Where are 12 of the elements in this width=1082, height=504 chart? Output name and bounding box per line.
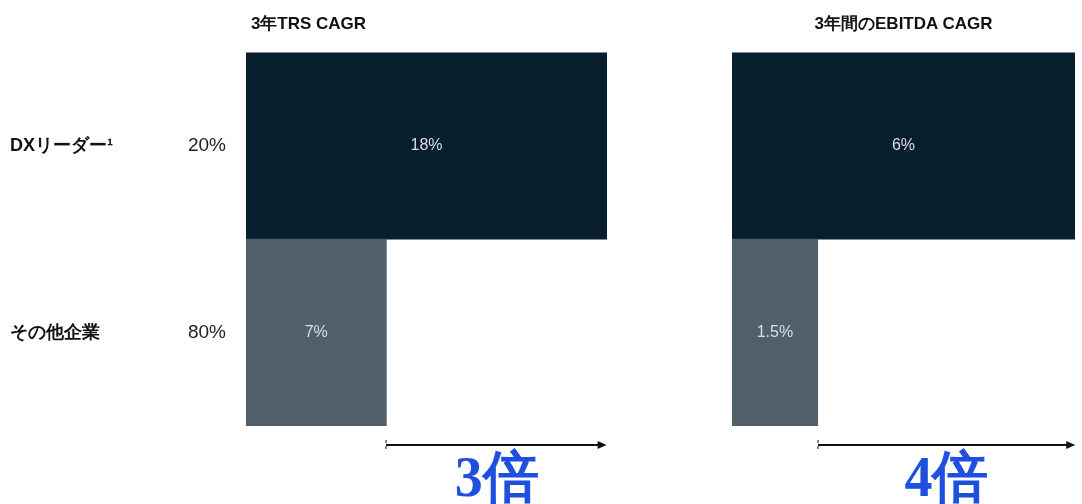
text: 4倍 [904, 446, 989, 504]
y-tick-label: その他企業 [10, 321, 100, 342]
text: 3倍 [454, 446, 539, 504]
data-label: 18% [410, 136, 443, 154]
chart-title: 3年間のEBITDA CAGR [814, 13, 993, 33]
text: 80% [187, 320, 227, 342]
data-label: 7% [304, 323, 328, 341]
chart-title: 3年TRS CAGR [250, 13, 367, 33]
text: 20% [187, 134, 227, 156]
data-label: 1.5% [756, 323, 794, 341]
data-label: 6% [891, 136, 916, 154]
y-tick-label: DXリーダー¹ [10, 134, 113, 155]
